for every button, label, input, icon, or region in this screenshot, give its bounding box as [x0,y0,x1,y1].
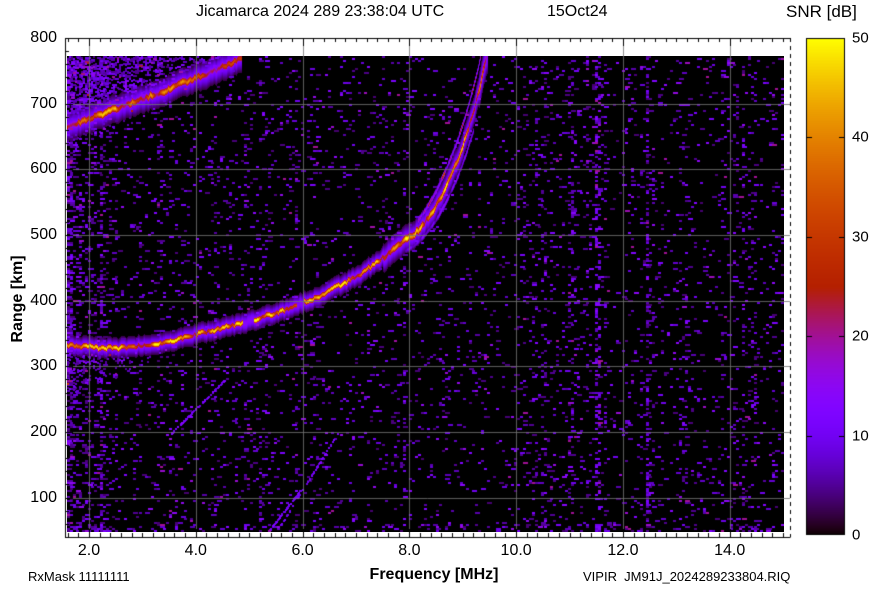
x-tick-label: 12.0 [607,542,639,559]
x-tick-label: 6.0 [291,542,314,559]
colorbar-tick-label: 20 [852,327,869,345]
x-tick-label: 2.0 [77,542,101,559]
colorbar-tick-label: 40 [852,128,869,146]
file-info-text: VIPIR JM91J_2024289233804.RIQ [583,569,791,584]
colorbar-tick-label: 30 [852,228,869,246]
x-tick-label: 14.0 [714,542,746,559]
y-tick-label: 600 [30,160,57,178]
x-tick-label: 10.0 [500,542,532,559]
y-tick-label: 200 [30,422,57,440]
colorbar-tick-label: 50 [852,29,869,47]
y-tick-label: 700 [30,94,57,112]
x-tick-label: 4.0 [184,542,207,559]
y-tick-label: 500 [30,225,57,243]
y-tick-label: 100 [30,488,57,506]
rxmask-text: RxMask 11111111 [28,569,130,584]
y-tick-label: 300 [30,357,57,375]
x-axis-label: Frequency [MHz] [369,566,499,583]
colorbar-tick-label: 10 [852,427,869,445]
y-tick-label: 400 [30,291,57,309]
colorbar-tick-label: 0 [852,526,861,544]
x-tick-label: 8.0 [398,542,421,559]
y-tick-label: 800 [30,29,57,46]
